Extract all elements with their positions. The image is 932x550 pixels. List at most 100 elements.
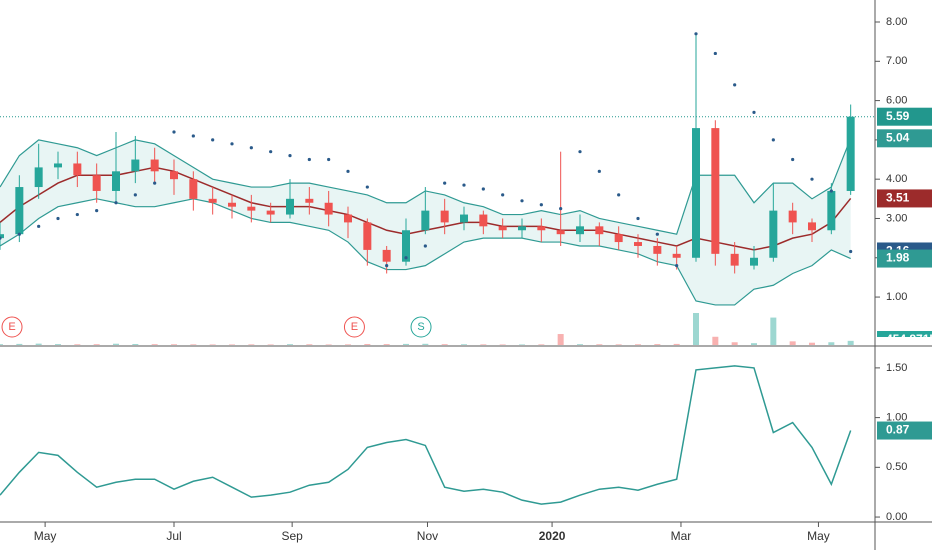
sar-dot <box>481 187 485 191</box>
candle-body <box>363 222 372 250</box>
volume-bar <box>209 344 216 345</box>
sar-dot <box>713 51 717 56</box>
x-tick-label: May <box>34 529 57 543</box>
volume-bar <box>751 343 757 345</box>
sar-dot <box>791 157 795 162</box>
volume-bar <box>383 344 390 345</box>
sar-dot <box>597 169 601 173</box>
price-badge <box>877 421 932 440</box>
candle-body <box>634 242 642 246</box>
volume-bar <box>132 343 139 345</box>
candle-body <box>556 230 565 235</box>
candle-body <box>0 234 4 239</box>
price-badge-label: 5.59 <box>886 109 910 123</box>
sar-dot <box>288 154 292 158</box>
volume-bar <box>577 344 583 345</box>
candle-body <box>846 116 855 191</box>
time-axis: May Jul Sep Nov 2020 Mar May <box>34 522 830 543</box>
candle-body <box>537 226 546 231</box>
candle-body <box>150 159 159 172</box>
volume-bar <box>673 343 680 345</box>
candle-body <box>788 210 797 223</box>
price-badge-label: 0.87 <box>886 423 910 437</box>
volume-bar <box>267 344 274 345</box>
volume-bar <box>654 344 661 345</box>
candle-body <box>653 245 662 254</box>
volume-bar <box>151 344 158 345</box>
sar-dot <box>501 193 505 197</box>
candle-body <box>324 202 333 215</box>
candle-body <box>498 226 507 231</box>
sar-dot <box>230 142 234 146</box>
sar-dot <box>636 216 640 221</box>
volume-bar <box>345 344 351 345</box>
candle-body <box>208 198 217 203</box>
candle-body <box>595 226 604 235</box>
candle-body <box>73 163 82 176</box>
candle-body <box>808 222 816 231</box>
sar-dot <box>404 256 408 260</box>
event-label: E <box>351 321 358 333</box>
candle-body <box>247 206 256 211</box>
x-tick-label: Mar <box>671 529 692 543</box>
sar-dot <box>307 157 311 162</box>
axes: 1.002.003.004.005.006.007.008.000.000.50… <box>34 16 932 543</box>
volume-bar <box>596 344 603 345</box>
sar-dot <box>211 138 215 142</box>
volume-bar <box>441 344 448 345</box>
sar-dot <box>443 181 447 185</box>
candle-body <box>54 163 62 168</box>
candle-body <box>131 159 140 172</box>
x-tick-label: 2020 <box>539 529 566 543</box>
event-marker <box>343 316 365 338</box>
sar-dot <box>249 146 253 150</box>
candle-body <box>692 128 700 258</box>
candle-body <box>518 226 526 231</box>
event-marker <box>1 316 23 338</box>
x-tick-label: May <box>807 529 830 543</box>
candle-body <box>34 167 43 188</box>
sar-dot <box>655 232 659 236</box>
sar-dot <box>17 232 21 236</box>
sar-dot <box>365 185 369 189</box>
candle-body <box>189 179 198 199</box>
volume-bar <box>847 340 854 345</box>
volume-bar <box>171 344 177 345</box>
volume-bar <box>731 342 738 345</box>
candle-body <box>827 190 836 231</box>
candle-body <box>382 249 391 262</box>
x-tick-label: Nov <box>417 529 438 543</box>
sar-dot <box>520 199 524 203</box>
sar-dot <box>346 169 350 173</box>
price-badge-label: 1.98 <box>886 251 910 265</box>
price-badge <box>877 331 932 337</box>
volume-bar <box>538 344 545 345</box>
y-tick-label: 1.50 <box>886 362 907 374</box>
y-tick-label: 4.00 <box>886 173 907 185</box>
volume-bar <box>789 341 796 345</box>
candle-body <box>730 253 739 266</box>
sar-dot <box>114 201 118 205</box>
y-tick-label: 3.00 <box>886 212 907 224</box>
volume-bar <box>306 344 313 345</box>
sar-dot <box>191 134 195 138</box>
candle-body <box>286 198 294 215</box>
sar-dot <box>462 183 466 187</box>
sar-dot <box>539 203 543 207</box>
sar-dot <box>559 207 563 211</box>
candle-body <box>672 253 681 258</box>
candle-body <box>750 257 758 266</box>
event-marker <box>410 316 432 338</box>
sar-dot <box>153 181 157 185</box>
volume-bar <box>190 344 197 345</box>
sar-dot <box>423 244 427 248</box>
sar-dot <box>617 193 621 197</box>
volume-bar <box>364 343 371 345</box>
indicator-line <box>0 365 852 505</box>
price-badge <box>877 129 932 148</box>
sar-dot <box>269 150 273 154</box>
sar-dot <box>810 177 814 181</box>
sar-dot <box>771 138 775 142</box>
